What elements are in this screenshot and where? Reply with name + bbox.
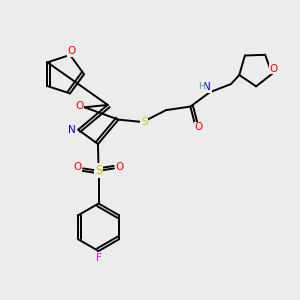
- Text: N: N: [68, 125, 76, 135]
- Text: H: H: [198, 82, 205, 91]
- Text: O: O: [269, 64, 278, 74]
- Text: S: S: [141, 117, 148, 127]
- Text: F: F: [96, 253, 101, 262]
- Text: O: O: [73, 162, 81, 172]
- Text: N: N: [203, 82, 211, 92]
- Text: O: O: [68, 46, 76, 56]
- Text: O: O: [116, 162, 124, 172]
- Text: O: O: [195, 122, 203, 132]
- Text: O: O: [75, 101, 83, 111]
- Text: S: S: [95, 164, 102, 177]
